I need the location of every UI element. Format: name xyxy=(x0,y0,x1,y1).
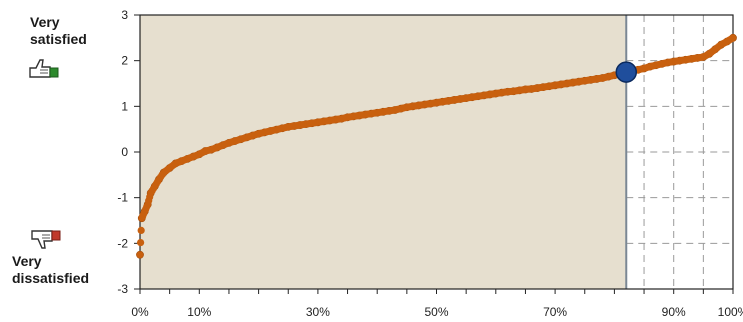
x-tick-label: 30% xyxy=(306,305,330,319)
x-tick-label: 50% xyxy=(424,305,448,319)
x-tick-label: 0% xyxy=(131,305,149,319)
x-tick-label: 100% xyxy=(718,305,743,319)
very-satisfied-label: Very satisfied xyxy=(30,14,87,47)
y-tick-label: -1 xyxy=(117,191,128,205)
thumbs-up-icon xyxy=(29,59,59,78)
y-tick-label: -3 xyxy=(117,282,128,296)
y-tick-label: 2 xyxy=(121,54,128,68)
thumbs-down-icon xyxy=(31,230,61,249)
data-point-fill xyxy=(137,226,145,234)
y-tick-label: 0 xyxy=(121,145,128,159)
data-point-fill xyxy=(146,193,154,201)
shaded-region xyxy=(140,15,627,289)
highlight-point xyxy=(615,61,638,83)
x-tick-label: 90% xyxy=(662,305,686,319)
y-tick-label: 3 xyxy=(121,8,128,22)
y-tick-label: 1 xyxy=(121,99,128,113)
x-tick-label: 70% xyxy=(543,305,567,319)
y-tick-label: -2 xyxy=(117,236,128,250)
data-point-fill xyxy=(136,238,145,247)
very-dissatisfied-label: Very dissatisfied xyxy=(12,253,90,286)
data-point-fill xyxy=(727,35,735,43)
data-point-fill xyxy=(143,203,151,211)
x-tick-label: 10% xyxy=(187,305,211,319)
data-point xyxy=(136,250,144,259)
